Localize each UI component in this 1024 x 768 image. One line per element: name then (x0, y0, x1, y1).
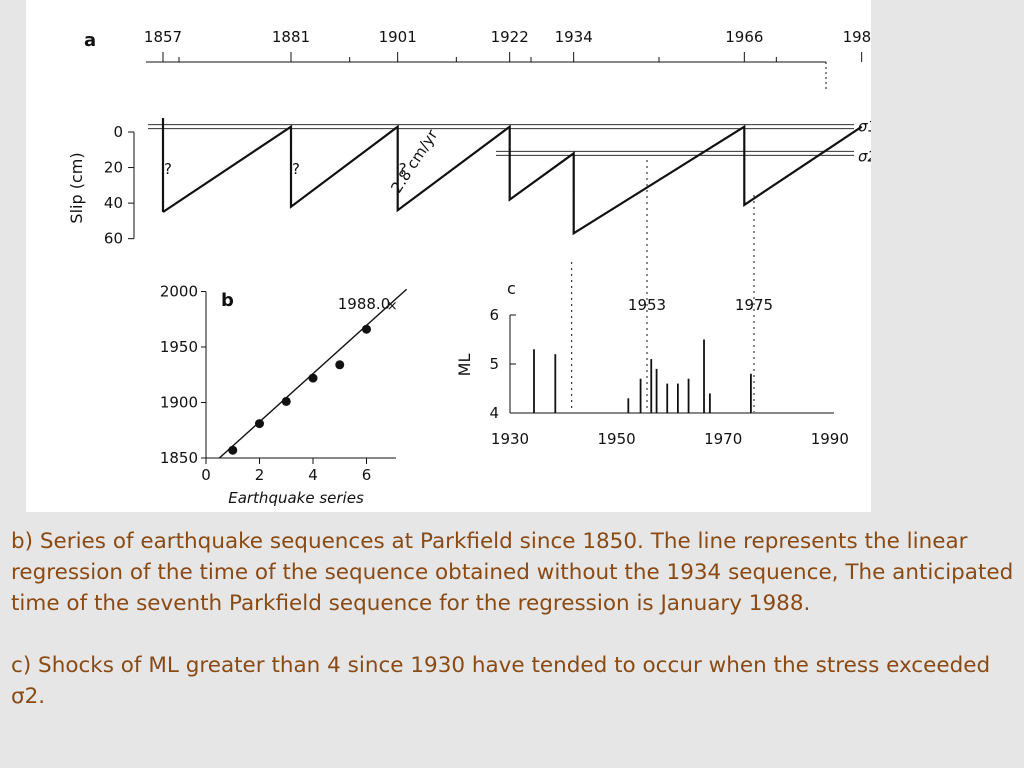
parkfield-figure: a1857188119011922193419661988σ1σ20204060… (67, 28, 871, 507)
panel-c-ylabel: ML (455, 354, 474, 377)
caption-paragraph-b: b) Series of earthquake sequences at Par… (11, 529, 1014, 616)
panel-c-x-tick-label: 1950 (598, 430, 636, 448)
panel-a-label: a (84, 30, 96, 51)
panel-b-x-tick-label: 4 (308, 466, 318, 484)
panel-a-year-label: 1901 (379, 28, 417, 46)
panel-c-label: c (507, 279, 516, 298)
panel-c-y-tick-label: 4 (489, 404, 499, 422)
panel-a-slip-series (162, 124, 863, 236)
earthquake-point (335, 360, 345, 370)
panel-c-x-tick-label: 1970 (704, 430, 742, 448)
panel-c-x-tick-label: 1990 (811, 430, 849, 448)
panel-a-year-label: 1922 (491, 28, 529, 46)
panel-c-year-label: 1953 (628, 296, 666, 314)
panel-b-x-tick-label: 0 (201, 466, 211, 484)
panel-a-year-label: 1966 (725, 28, 763, 46)
panel-c-year-label: 1975 (735, 296, 773, 314)
question-mark-annotation: ? (292, 160, 300, 178)
panel-c-x-tick-label: 1930 (491, 430, 529, 448)
panel-a-year-label: 1934 (555, 28, 593, 46)
panel-b-xlabel: Earthquake series (228, 489, 364, 507)
prediction-marker: × (387, 299, 398, 314)
figure-panel: a1857188119011922193419661988σ1σ20204060… (26, 0, 871, 512)
caption: b) Series of earthquake sequences at Par… (11, 526, 1016, 712)
panel-b-y-tick-label: 1850 (160, 449, 198, 467)
panel-b-y-tick-label: 2000 (160, 283, 198, 301)
sigma2-label: σ2 (858, 147, 871, 165)
earthquake-point (308, 373, 318, 383)
panel-a-year-label: 1988 (843, 28, 871, 46)
panel-c-y-tick-label: 5 (489, 355, 499, 373)
panel-a-slip-tick-label: 0 (113, 123, 123, 141)
panel-b-label: b (221, 290, 234, 311)
earthquake-point (228, 445, 238, 455)
panel-a-slip-tick-label: 40 (104, 194, 123, 212)
earthquake-point (362, 324, 371, 334)
earthquake-point (255, 419, 264, 429)
earthquake-point (281, 396, 291, 406)
panel-b-y-tick-label: 1950 (160, 338, 198, 356)
prediction-label: 1988.0 (338, 295, 391, 313)
caption-paragraph-c: c) Shocks of ML greater than 4 since 193… (11, 653, 991, 709)
panel-a-year-label: 1857 (144, 28, 182, 46)
panel-a-ylabel: Slip (cm) (67, 152, 86, 223)
panel-b-x-tick-label: 6 (362, 466, 372, 484)
panel-b-x-tick-label: 2 (255, 466, 265, 484)
panel-a-year-label: 1881 (272, 28, 310, 46)
rate-annotation: 2.8 cm/yr (387, 126, 442, 197)
panel-b-y-tick-label: 1900 (160, 394, 198, 412)
panel-a-slip-tick-label: 60 (104, 230, 123, 248)
question-mark-annotation: ? (164, 160, 172, 178)
sigma1-label: σ1 (858, 118, 871, 136)
question-mark-annotation: ? (399, 160, 407, 178)
panel-c-y-tick-label: 6 (489, 306, 499, 324)
panel-a-slip-tick-label: 20 (104, 159, 123, 177)
